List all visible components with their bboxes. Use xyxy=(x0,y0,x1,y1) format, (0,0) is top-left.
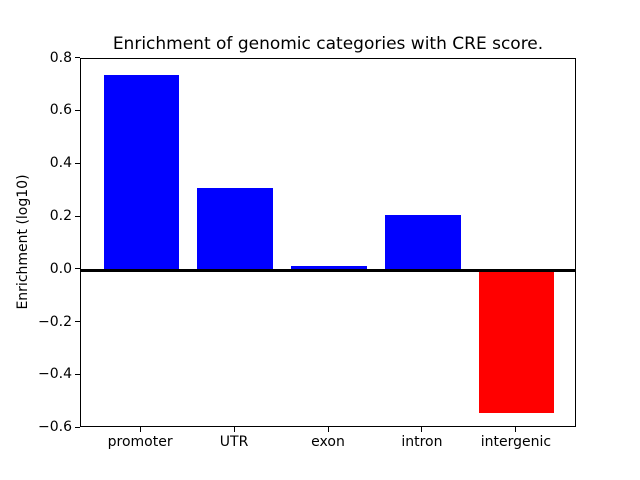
x-tick-mark xyxy=(327,427,329,433)
y-tick-mark xyxy=(75,426,80,428)
x-tick-mark xyxy=(139,427,141,433)
y-tick-label: −0.6 xyxy=(38,419,72,436)
y-tick-label: 0.4 xyxy=(49,155,72,172)
bar-exon xyxy=(291,266,367,271)
x-tick-mark xyxy=(233,427,235,433)
plot-area xyxy=(80,58,576,427)
y-tick-label: 0.6 xyxy=(49,102,72,119)
y-tick-mark xyxy=(75,268,80,270)
bar-UTR xyxy=(197,188,273,271)
y-axis-label: Enrichment (log10) xyxy=(15,174,31,310)
y-tick-label: 0.8 xyxy=(49,49,72,66)
y-tick-mark xyxy=(75,109,80,111)
x-tick-mark xyxy=(421,427,423,433)
y-tick-label: 0.0 xyxy=(49,260,72,277)
bar-promoter xyxy=(103,74,179,271)
y-tick-label: −0.4 xyxy=(38,366,72,383)
y-tick-mark xyxy=(75,321,80,323)
x-tick-label-intergenic: intergenic xyxy=(480,434,552,451)
x-tick-label-promoter: promoter xyxy=(107,434,173,451)
x-tick-label-intron: intron xyxy=(401,434,443,451)
bar-intergenic xyxy=(479,270,555,413)
y-tick-mark xyxy=(75,57,80,59)
y-tick-mark xyxy=(75,373,80,375)
bar-intron xyxy=(385,214,461,271)
chart-title: Enrichment of genomic categories with CR… xyxy=(112,34,544,54)
y-tick-mark xyxy=(75,215,80,217)
y-tick-label: 0.2 xyxy=(49,208,72,224)
y-tick-mark xyxy=(75,162,80,164)
zero-line xyxy=(81,268,575,272)
x-tick-mark xyxy=(515,427,517,433)
x-tick-label-UTR: UTR xyxy=(219,434,249,451)
x-tick-label-exon: exon xyxy=(311,434,345,451)
y-tick-label: −0.2 xyxy=(38,313,72,330)
